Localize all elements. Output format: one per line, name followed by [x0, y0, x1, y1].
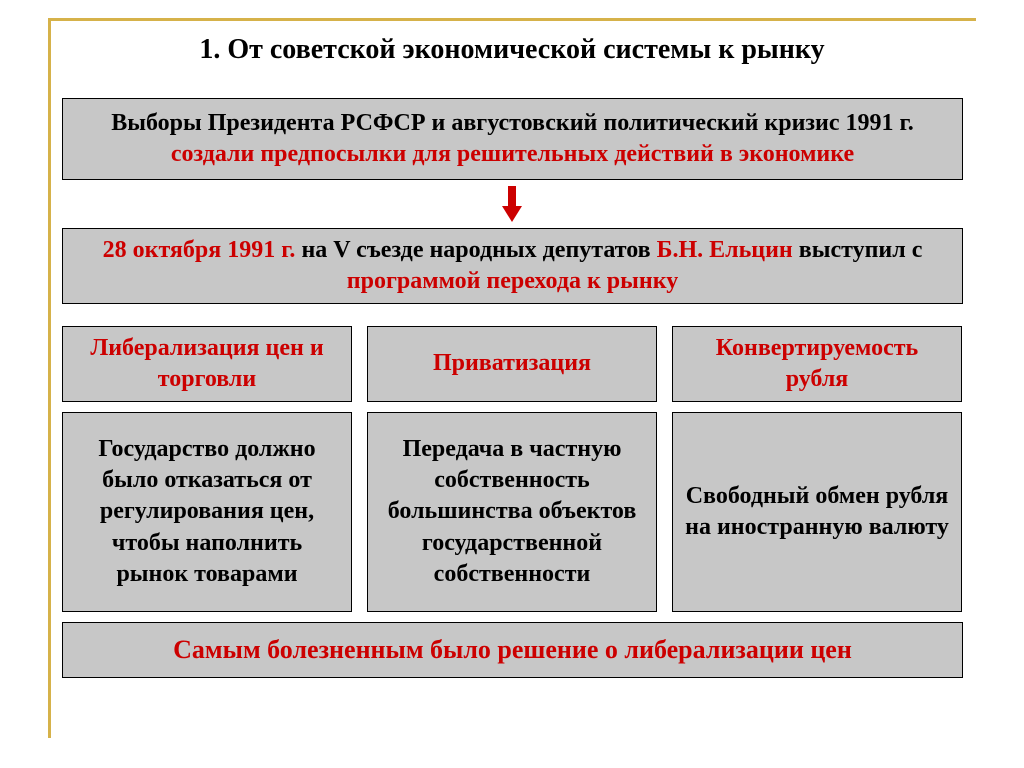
- premise-box: Выборы Президента РСФСР и августовский п…: [62, 98, 963, 180]
- col1-body: Государство должно было отказаться от ре…: [62, 412, 352, 612]
- congress-date: 28 октября 1991 г.: [103, 237, 296, 263]
- col3-head: Конвертируемость рубля: [672, 326, 962, 402]
- footer-box: Самым болезненным было решение о либерал…: [62, 622, 963, 678]
- col1-head: Либерализация цен и торговли: [62, 326, 352, 402]
- down-arrow-icon: [502, 186, 522, 222]
- premise-line1: Выборы Президента РСФСР и августовский п…: [111, 108, 913, 139]
- congress-box: 28 октября 1991 г. на V съезде народных …: [62, 228, 963, 304]
- congress-name: Б.Н. Ельцин: [657, 237, 793, 263]
- congress-tail: программой перехода к рынку: [347, 268, 678, 294]
- col2-head: Приватизация: [367, 326, 657, 402]
- slide-title: 1. От советской экономической системы к …: [70, 30, 954, 70]
- congress-mid1: на V съезде народных депутатов: [295, 237, 656, 263]
- premise-line2: создали предпосылки для решительных дейс…: [171, 139, 854, 170]
- col2-body: Передача в частную собственность большин…: [367, 412, 657, 612]
- col3-body: Свободный обмен рубля на иностранную вал…: [672, 412, 962, 612]
- congress-mid2: выступил с: [793, 237, 923, 263]
- congress-text: 28 октября 1991 г. на V съезде народных …: [73, 235, 952, 297]
